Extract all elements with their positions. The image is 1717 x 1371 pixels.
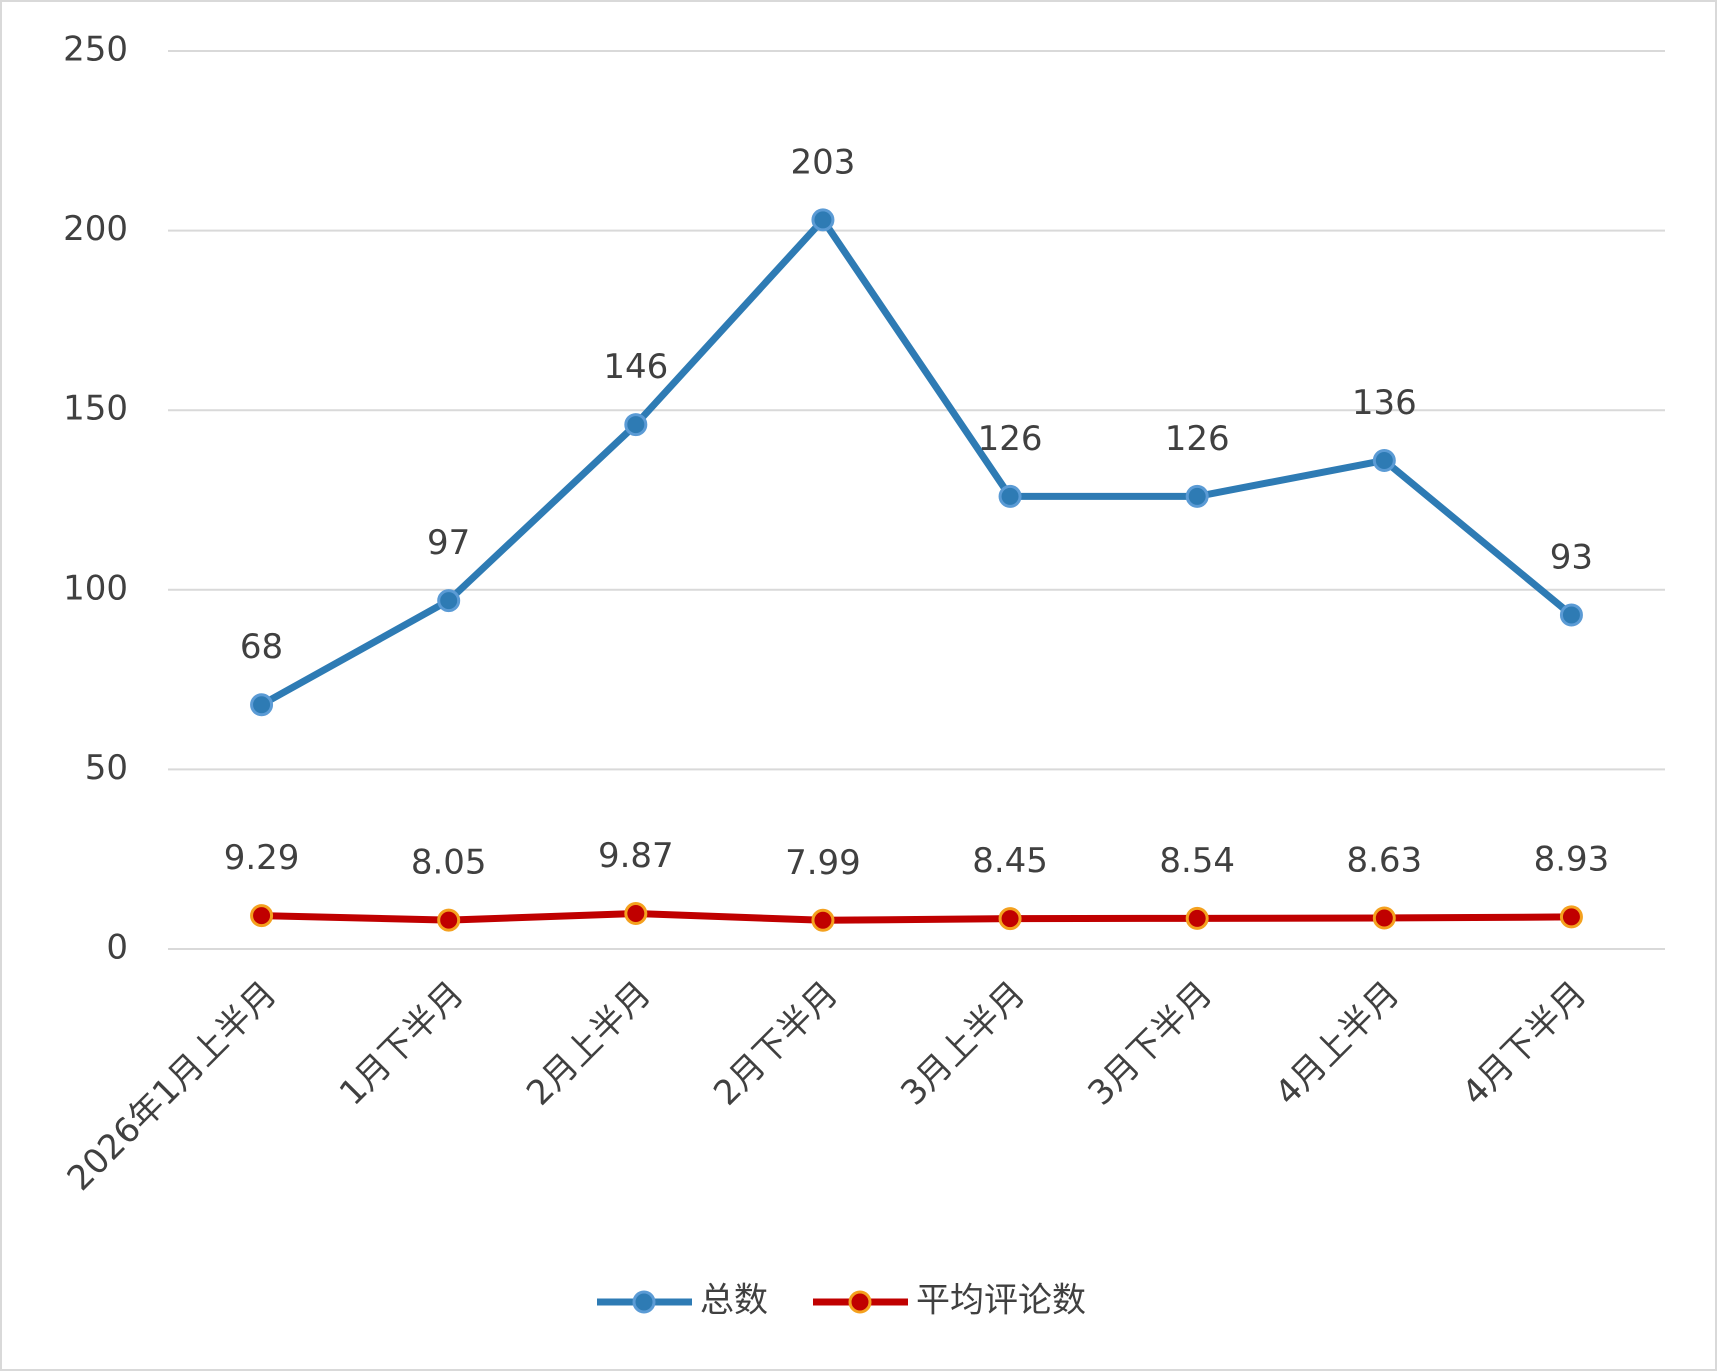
- data-point: [811, 908, 835, 932]
- data-label: 9.29: [224, 838, 300, 878]
- data-label: 97: [427, 523, 470, 563]
- legend-label: 总数: [700, 1281, 768, 1321]
- data-label: 203: [790, 142, 855, 182]
- data-point: [624, 413, 648, 437]
- legend-marker: [848, 1290, 872, 1314]
- data-point: [1185, 906, 1209, 930]
- data-label: 93: [1550, 537, 1593, 577]
- data-label: 8.54: [1159, 841, 1235, 881]
- data-label: 8.05: [411, 843, 487, 883]
- series-line: [259, 216, 1574, 708]
- data-point: [1185, 484, 1209, 508]
- data-point: [437, 908, 461, 932]
- data-label: 146: [603, 347, 668, 387]
- data-point: [1559, 603, 1583, 627]
- series-line: [261, 910, 1572, 924]
- data-point: [250, 693, 274, 717]
- y-tick-label: 250: [63, 30, 128, 70]
- data-point: [1559, 905, 1583, 929]
- data-point: [811, 208, 835, 232]
- data-label: 8.45: [972, 841, 1048, 881]
- data-point: [437, 589, 461, 613]
- y-tick-label: 150: [63, 389, 128, 429]
- data-point: [1372, 448, 1396, 472]
- data-point: [1372, 906, 1396, 930]
- data-label: 9.87: [598, 836, 674, 876]
- data-label: 136: [1352, 383, 1417, 423]
- data-label: 126: [978, 419, 1043, 459]
- data-point: [250, 904, 274, 928]
- data-label: 68: [240, 627, 283, 667]
- data-label: 7.99: [785, 843, 861, 883]
- legend-marker: [632, 1290, 656, 1314]
- data-label: 126: [1165, 419, 1230, 459]
- data-point: [998, 907, 1022, 931]
- data-label: 8.93: [1534, 839, 1610, 879]
- data-label: 8.63: [1346, 841, 1422, 881]
- y-tick-label: 50: [85, 748, 128, 788]
- data-point: [624, 902, 648, 926]
- y-tick-label: 0: [106, 928, 128, 968]
- legend-label: 平均评论数: [916, 1281, 1086, 1321]
- data-point: [998, 484, 1022, 508]
- y-tick-label: 200: [63, 209, 128, 249]
- y-tick-label: 100: [63, 568, 128, 608]
